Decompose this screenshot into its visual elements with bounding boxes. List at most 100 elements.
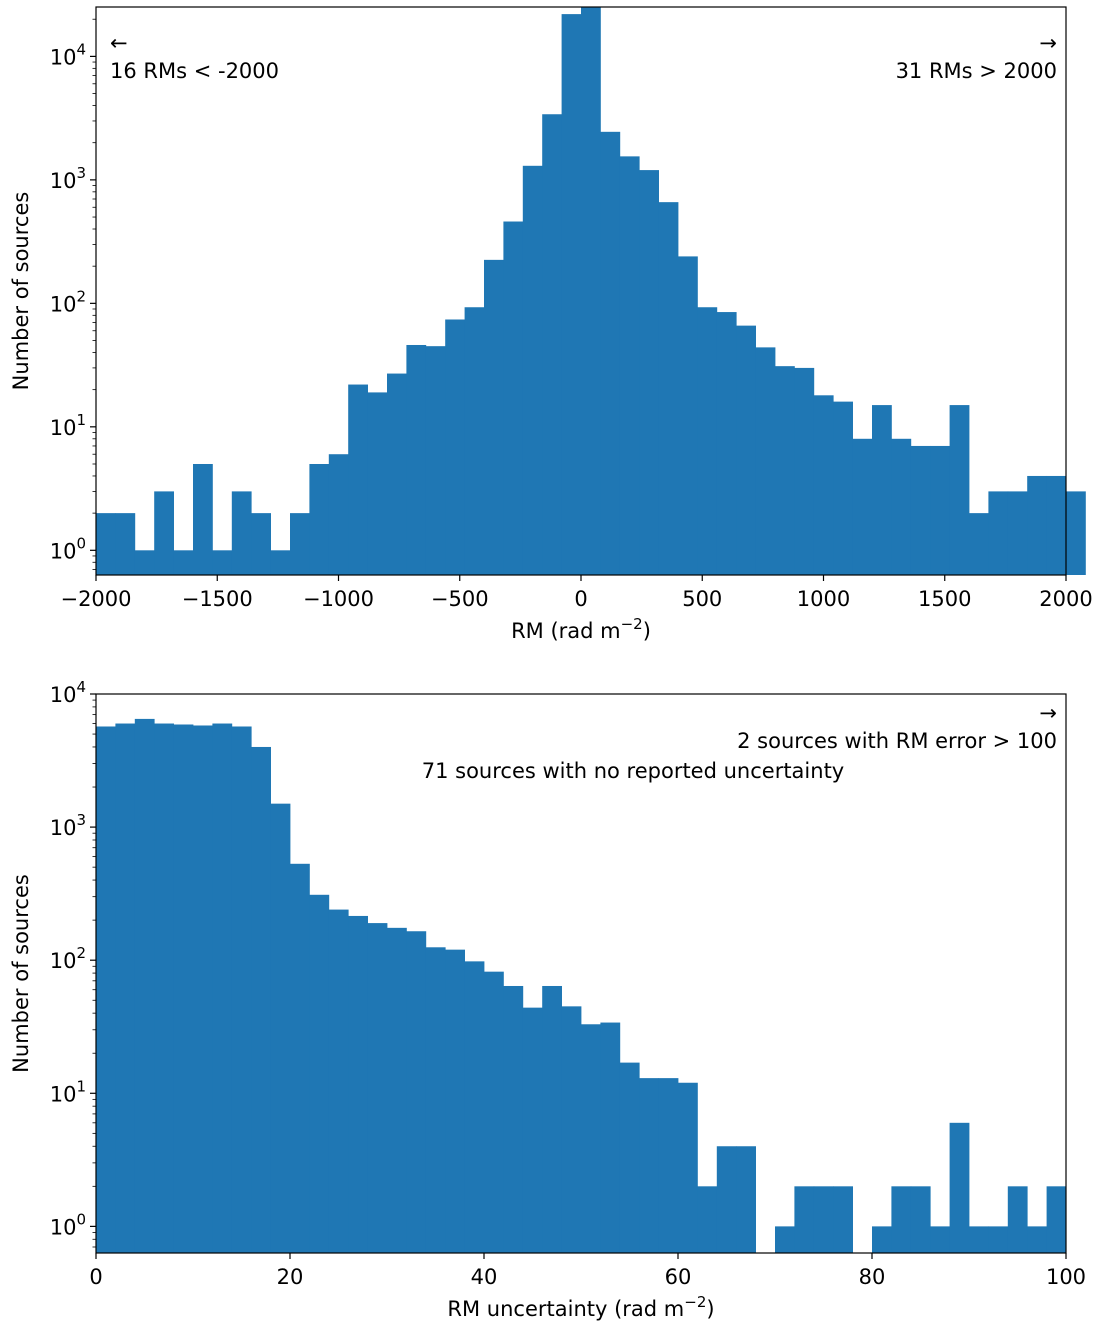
histogram-bar [969,513,989,575]
histogram-bar [949,405,970,575]
histogram-bar [251,513,271,575]
histogram-bar [755,347,776,575]
histogram-bar [503,221,524,575]
x-tick-label: −1000 [303,587,374,611]
y-tick-label: 104 [50,40,86,69]
y-tick-label: 101 [50,1077,86,1106]
histogram-bar [833,401,853,575]
y-tick-exponent: 0 [76,1210,86,1228]
y-tick-exponent: 2 [76,287,86,305]
y-tick-label: 100 [50,534,86,563]
histogram-bar [930,1226,950,1253]
histogram-bar [775,1226,795,1253]
histogram-bar [619,1062,640,1253]
histogram-bar [813,1186,834,1253]
y-tick-exponent: 2 [76,944,86,962]
histogram-bar [678,1082,698,1253]
histogram-bar [270,803,291,1253]
histogram-bar [639,170,659,575]
x-tick-label: 1000 [797,587,850,611]
histogram-bar [969,1226,989,1253]
histogram-bar [775,366,795,575]
histogram-bar [406,344,427,575]
histogram-bar [600,131,621,575]
histogram-bar [813,395,834,575]
histogram-bar [173,550,194,575]
y-tick-base: 10 [50,1082,77,1106]
histogram-bar [367,923,388,1253]
histogram-bar [309,894,330,1253]
y-axis-label: Number of sources [9,192,33,391]
y-tick-label: 100 [50,1210,86,1239]
histogram-bar [96,726,116,1253]
y-tick-label: 102 [50,287,86,316]
histogram-bar [425,947,446,1253]
histogram-bar [193,725,213,1253]
y-tick-label: 101 [50,411,86,440]
histogram-bar [154,491,174,575]
histogram-bar [270,550,291,575]
axes-frame [95,693,1067,1254]
x-axis-label: RM (rad m−2) [511,615,651,643]
histogram-bar [697,1186,718,1253]
x-axis-label-main: RM uncertainty (rad m [447,1297,684,1321]
annotation-text: 2 sources with RM error > 100 [737,729,1057,753]
histogram-bar [290,513,310,575]
annotation-arrow: → [1039,701,1057,725]
x-tick-label: 500 [682,587,722,611]
histogram-bar [464,961,485,1253]
histogram-bar [484,971,504,1253]
histogram-bar [736,325,756,575]
histogram-bar [581,7,601,575]
rm-histogram-panel: −2000 −1500 −1000 −500 0 500 1000 1500 200010010… [9,6,1093,643]
y-tick-exponent: 3 [76,811,86,829]
x-tick-label: 100 [1046,1265,1086,1289]
histogram-bar [1046,1186,1067,1253]
histogram-bar [736,1146,756,1253]
histogram-bar [639,1078,659,1253]
x-axis-label-exponent: −2 [621,615,643,633]
y-tick-exponent: 4 [76,678,86,696]
x-tick-label: 0 [574,587,587,611]
y-tick-label: 104 [50,678,86,707]
histogram-bar [716,1146,737,1253]
histogram-bar [852,438,873,575]
histogram-bar [445,949,465,1253]
histogram-bar [173,724,194,1253]
histogram-bar [134,550,155,575]
histogram-bar [193,463,213,575]
histogram-bar [1007,491,1028,575]
annotation-text: 31 RMs > 2000 [896,59,1057,83]
x-axis-label: RM uncertainty (rad m−2) [447,1293,714,1321]
histogram-bar [387,927,407,1253]
histogram-bar [328,454,349,575]
histogram-bar [891,1186,912,1253]
y-tick-label: 103 [50,164,86,193]
histogram-bar [794,1186,815,1253]
annotation-text: 71 sources with no reported uncertainty [422,759,845,783]
y-tick-base: 10 [50,816,77,840]
histogram-bar [445,319,465,575]
histogram-bar [561,14,582,575]
y-tick-label: 103 [50,811,86,840]
x-axis-label-main: RM (rad m [511,619,621,643]
histogram-bar [619,156,640,575]
histogram-bar [988,491,1009,575]
x-tick-label: 1500 [918,587,971,611]
histogram-bar [212,550,233,575]
y-tick-base: 10 [50,169,77,193]
y-tick-base: 10 [50,416,77,440]
histogram-bar [425,346,446,575]
histogram-bar [1007,1186,1028,1253]
x-tick-label: 20 [277,1265,304,1289]
histogram-bar [231,491,252,575]
histogram-bar [600,1022,621,1253]
histogram-bar [833,1186,853,1253]
histogram-bar [794,367,815,575]
histogram-bar [290,863,310,1253]
x-tick-label: −500 [431,587,489,611]
y-tick-label: 102 [50,944,86,973]
histogram-bar [231,726,252,1253]
histogram-bar [522,1007,543,1253]
